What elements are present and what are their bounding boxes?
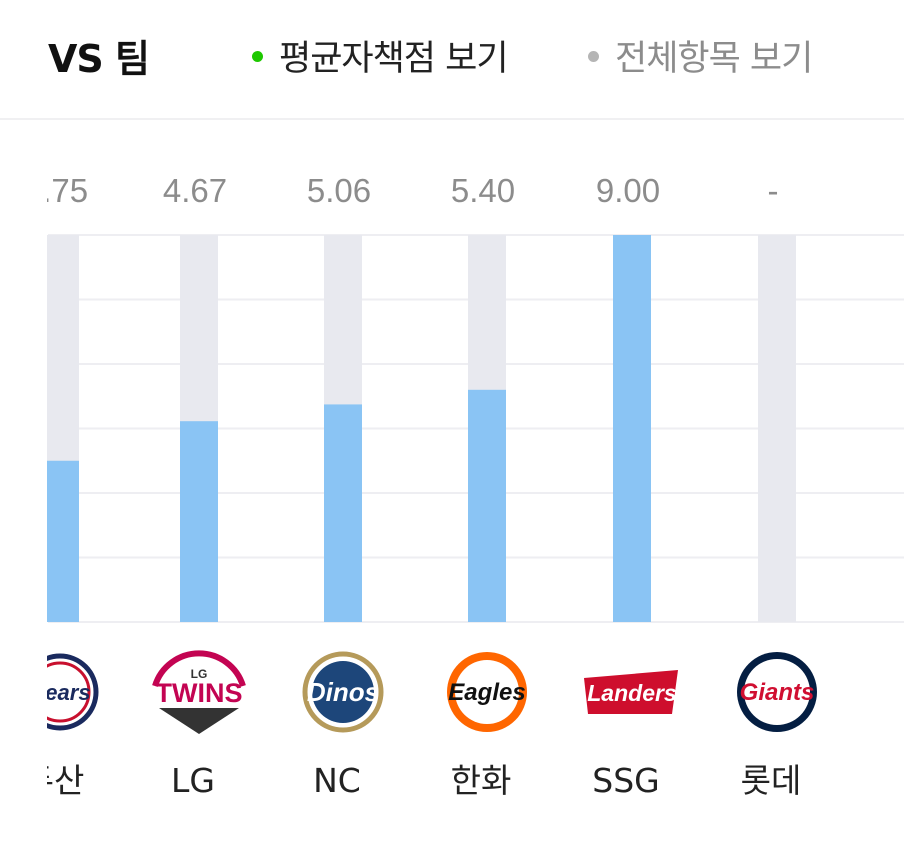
giants-logo: Giants — [737, 652, 817, 732]
section-title: VS 팀 — [48, 37, 150, 81]
bar — [468, 389, 506, 622]
bar-track — [758, 235, 796, 622]
bar — [180, 421, 218, 622]
eagles-logo: Eagles — [447, 652, 527, 732]
bar — [41, 460, 79, 622]
team-name-label: 롯데 — [741, 761, 802, 800]
bar — [324, 404, 362, 622]
vs-team-era-chart: 3.75 Bears 두산 4.67 TWINS LG LG 5.06 Dinos NC 5.40 E… — [0, 120, 904, 852]
bar-chart-svg: 3.75Bears두산4.67TWINSLGLG5.06DinosNC5.40E… — [0, 120, 904, 852]
selected-dot-icon — [252, 50, 263, 62]
svg-text:LG: LG — [191, 667, 208, 681]
left-clip-mask — [0, 120, 47, 852]
option-avg-era[interactable]: 평균자책점 보기 — [252, 30, 509, 81]
team-name-label: SSG — [592, 761, 659, 800]
svg-text:Dinos: Dinos — [307, 677, 379, 707]
svg-text:Landers: Landers — [587, 680, 676, 706]
data-label: 5.06 — [307, 172, 371, 209]
data-label: 4.67 — [163, 172, 227, 209]
dinos-logo: Dinos — [302, 651, 384, 733]
unselected-dot-icon — [588, 50, 599, 62]
chart-header: VS 팀 평균자책점 보기 전체항목 보기 — [0, 0, 904, 118]
option-avg-era-label: 평균자책점 보기 — [279, 39, 509, 79]
team-name-label: NC — [313, 761, 361, 800]
option-all-items-label: 전체항목 보기 — [615, 39, 813, 79]
data-label: 9.00 — [596, 172, 660, 209]
data-label: - — [768, 172, 779, 209]
svg-text:TWINS: TWINS — [156, 678, 243, 708]
landers-logo: Landers — [584, 670, 678, 714]
team-name-label: 한화 — [451, 761, 512, 800]
team-name-label: LG — [171, 761, 215, 800]
header-divider — [0, 118, 904, 120]
bar — [613, 235, 651, 622]
svg-text:Giants: Giants — [740, 679, 815, 706]
option-all-items[interactable]: 전체항목 보기 — [588, 30, 813, 81]
svg-text:Eagles: Eagles — [448, 679, 525, 706]
data-label: 5.40 — [451, 172, 515, 209]
